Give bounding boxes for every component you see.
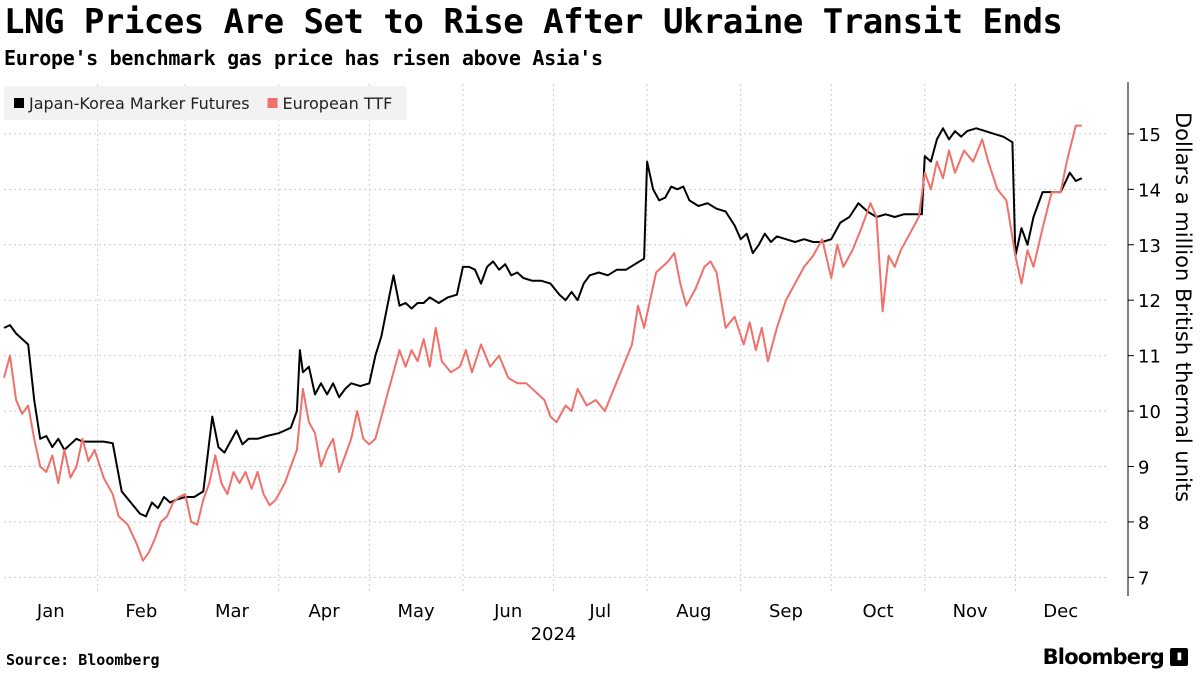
x-tick-label: May [398,601,436,622]
y-tick-label: 9 [1138,458,1149,479]
y-tick-label: 11 [1138,347,1161,368]
legend: Japan-Korea Marker Futures European TTF [4,86,407,120]
series-line-ttf [3,124,1082,562]
x-tick-label: Mar [215,601,250,622]
x-tick-label: Nov [953,601,988,622]
chart-title: LNG Prices Are Set to Rise After Ukraine… [4,2,1063,42]
brand-mark-icon: ▮ [1170,648,1188,666]
series-line-jkm [3,127,1083,518]
legend-label-ttf: European TTF [283,94,393,113]
x-tick-label: Oct [862,601,893,622]
bloomberg-logo: Bloomberg ▮ [1043,645,1188,669]
y-tick-label: 10 [1138,402,1161,423]
x-tick-label: Jan [36,601,65,622]
y-tick-label: 7 [1138,568,1149,589]
x-tick-label: Jul [588,601,611,622]
x-axis-year-label: 2024 [531,624,577,645]
x-tick-label: Feb [125,601,157,622]
x-tick-label: Apr [308,601,340,622]
x-tick-label: Sep [769,601,803,622]
source-note: Source: Bloomberg [6,651,160,669]
brand-name: Bloomberg [1042,645,1165,669]
chart-subtitle: Europe's benchmark gas price has risen a… [4,46,603,70]
y-tick-label: 8 [1138,513,1149,534]
legend-swatch-ttf [267,98,278,108]
y-tick-label: 12 [1138,291,1161,312]
series-layer [3,124,1083,562]
grid-layer [4,84,1106,594]
y-tick-label: 15 [1138,125,1161,146]
x-tick-label: Aug [676,601,711,622]
y-tick-label: 13 [1138,236,1161,257]
axis-layer: 7 8 9 10 11 12 13 14 15 Jan Feb Mar Apr May Jun Jul Aug S… [36,82,1161,622]
y-tick-label: 14 [1138,180,1161,201]
legend-label-jkm: Japan-Korea Marker Futures [28,94,250,113]
x-tick-label: Dec [1043,601,1078,622]
legend-swatch-jkm [14,98,24,108]
legend-background [4,86,407,120]
y-axis-label: Dollars a million British thermal units [1171,112,1195,502]
x-tick-label: Jun [493,601,522,622]
